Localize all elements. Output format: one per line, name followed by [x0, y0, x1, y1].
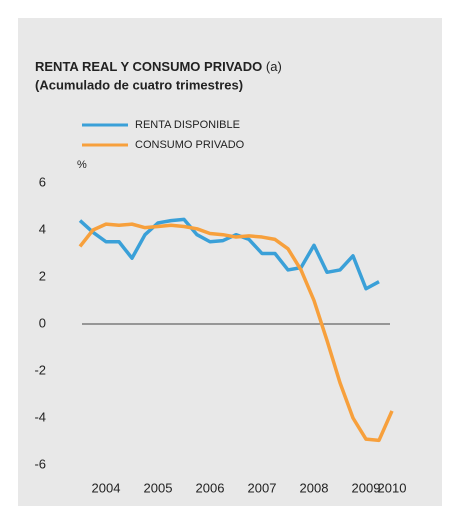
y-tick-label: 6	[39, 174, 46, 189]
legend-label: CONSUMO PRIVADO	[135, 139, 245, 151]
x-tick-label: 2008	[300, 480, 329, 495]
x-tick-label: 2004	[92, 480, 121, 495]
chart-title: RENTA REAL Y CONSUMO PRIVADO (a)	[35, 59, 282, 74]
y-tick-label: 2	[39, 268, 46, 283]
legend-label: RENTA DISPONIBLE	[135, 119, 240, 131]
y-tick-label: -4	[34, 409, 46, 424]
y-tick-label: -2	[34, 362, 46, 377]
y-tick-label: 0	[39, 315, 46, 330]
chart-subtitle: (Acumulado de cuatro trimestres)	[35, 77, 243, 92]
title-note: (a)	[266, 59, 282, 74]
title-main: RENTA REAL Y CONSUMO PRIVADO	[35, 59, 262, 74]
x-tick-label: 2005	[144, 480, 173, 495]
y-tick-label: -6	[34, 456, 46, 471]
x-tick-label: 2010	[378, 480, 407, 495]
y-axis-label: %	[77, 159, 87, 171]
x-tick-label: 2007	[248, 480, 277, 495]
x-tick-label: 2009	[352, 480, 381, 495]
chart-background	[18, 18, 442, 506]
series-line	[78, 222, 394, 443]
y-tick-label: 4	[39, 221, 46, 236]
x-tick-label: 2006	[196, 480, 225, 495]
